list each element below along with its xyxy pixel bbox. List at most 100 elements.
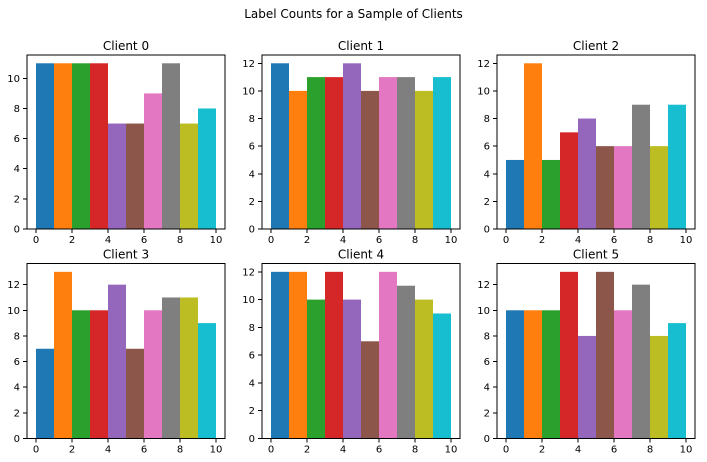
bar-label-2 — [72, 310, 90, 439]
y-tick-label: 8 — [14, 104, 20, 115]
bar-label-5 — [361, 341, 379, 439]
y-tick-label: 0 — [14, 225, 20, 236]
x-tick-label: 10 — [210, 445, 223, 456]
x-tick-label: 6 — [611, 445, 617, 456]
bar-label-5 — [596, 146, 614, 229]
bar-label-2 — [542, 310, 560, 439]
bar-label-9 — [668, 104, 686, 229]
y-tick-label: 12 — [7, 280, 20, 291]
subplot-client-4: 0 2 4 6 8 10 12 0 2 4 6 8 10 Client 4 — [242, 248, 461, 456]
y-tick-label: 12 — [242, 59, 255, 70]
y-tick-label: 10 — [7, 306, 20, 317]
bar-label-3 — [325, 77, 343, 229]
bar-label-7 — [162, 63, 180, 229]
bar-label-4 — [343, 63, 361, 229]
subplot-title-client-3: Client 3 — [103, 248, 149, 262]
x-tick-label: 0 — [33, 235, 39, 246]
y-tick-label: 0 — [249, 225, 255, 236]
bar-label-4 — [343, 299, 361, 439]
subplot-title-client-5: Client 5 — [573, 248, 619, 262]
x-tick-label: 8 — [412, 235, 418, 246]
y-tick-label: 4 — [484, 383, 490, 394]
bar-label-0 — [36, 348, 54, 439]
y-tick-label: 10 — [7, 74, 20, 85]
axes-frame — [496, 54, 696, 230]
y-tick-label: 6 — [14, 357, 20, 368]
x-tick-label: 10 — [445, 235, 458, 246]
x-tick-label: 6 — [141, 445, 147, 456]
bar-label-9 — [433, 77, 451, 229]
subplot-client-3: 0 2 4 6 8 10 12 0 2 4 6 8 10 Client 3 — [7, 248, 226, 456]
bar-label-9 — [668, 323, 686, 439]
bar-label-2 — [72, 63, 90, 229]
subplot-client-5: 0 2 4 6 8 10 12 0 2 4 6 8 10 Client 5 — [477, 248, 696, 456]
x-tick-label: 6 — [611, 235, 617, 246]
bar-label-0 — [506, 310, 524, 439]
x-tick-label: 0 — [268, 235, 274, 246]
bar-label-0 — [506, 159, 524, 229]
bar-label-6 — [614, 310, 632, 439]
bar-label-7 — [162, 297, 180, 439]
y-tick-label: 8 — [249, 323, 255, 334]
y-tick-label: 8 — [249, 114, 255, 125]
x-tick-label: 8 — [647, 235, 653, 246]
y-tick-label: 4 — [249, 169, 255, 180]
y-tick-label: 12 — [477, 59, 490, 70]
y-tick-label: 6 — [14, 134, 20, 145]
y-tick-label: 10 — [242, 295, 255, 306]
x-tick-label: 0 — [33, 445, 39, 456]
bar-label-9 — [198, 323, 216, 439]
x-tick-label: 2 — [304, 235, 310, 246]
x-tick-label: 4 — [340, 235, 346, 246]
subplot-title-client-0: Client 0 — [103, 39, 149, 53]
bar-label-1 — [524, 63, 542, 229]
x-tick-label: 6 — [376, 235, 382, 246]
axes-frame — [261, 54, 461, 230]
y-tick-label: 6 — [484, 357, 490, 368]
figure-title: Label Counts for a Sample of Clients — [244, 7, 463, 21]
axes-frame — [496, 263, 696, 439]
bar-label-3 — [325, 271, 343, 439]
y-tick-label: 0 — [484, 225, 490, 236]
y-tick-label: 8 — [14, 331, 20, 342]
y-tick-label: 10 — [477, 306, 490, 317]
bar-label-8 — [180, 297, 198, 439]
x-tick-label: 10 — [680, 445, 693, 456]
bar-label-1 — [289, 90, 307, 230]
bar-label-2 — [542, 159, 560, 229]
x-tick-label: 4 — [105, 235, 111, 246]
subplot-client-1: 0 2 4 6 8 10 12 0 2 4 6 8 10 Client 1 — [242, 39, 461, 246]
bar-label-0 — [271, 271, 289, 439]
y-tick-label: 0 — [14, 434, 20, 445]
bar-label-5 — [126, 123, 144, 229]
y-tick-label: 2 — [14, 194, 20, 205]
y-tick-label: 6 — [484, 142, 490, 153]
bar-label-3 — [560, 271, 578, 439]
bar-label-9 — [433, 313, 451, 439]
bar-label-3 — [90, 63, 108, 229]
y-tick-label: 6 — [249, 142, 255, 153]
y-tick-label: 2 — [484, 197, 490, 208]
y-tick-label: 10 — [242, 86, 255, 97]
bar-label-5 — [596, 271, 614, 439]
y-tick-label: 2 — [249, 406, 255, 417]
y-tick-label: 10 — [477, 86, 490, 97]
x-tick-label: 10 — [445, 445, 458, 456]
y-tick-label: 2 — [249, 197, 255, 208]
bar-label-3 — [560, 132, 578, 229]
y-tick-label: 4 — [14, 164, 20, 175]
bar-label-6 — [379, 77, 397, 229]
bar-label-1 — [289, 271, 307, 439]
y-tick-label: 12 — [242, 267, 255, 278]
bar-label-4 — [578, 335, 596, 439]
x-tick-label: 2 — [69, 235, 75, 246]
x-tick-label: 4 — [340, 445, 346, 456]
y-tick-label: 8 — [484, 331, 490, 342]
subplot-title-client-4: Client 4 — [338, 248, 384, 262]
x-tick-label: 0 — [268, 445, 274, 456]
x-tick-label: 4 — [105, 445, 111, 456]
bar-label-8 — [180, 123, 198, 229]
x-tick-label: 4 — [575, 235, 581, 246]
bar-label-2 — [307, 77, 325, 229]
